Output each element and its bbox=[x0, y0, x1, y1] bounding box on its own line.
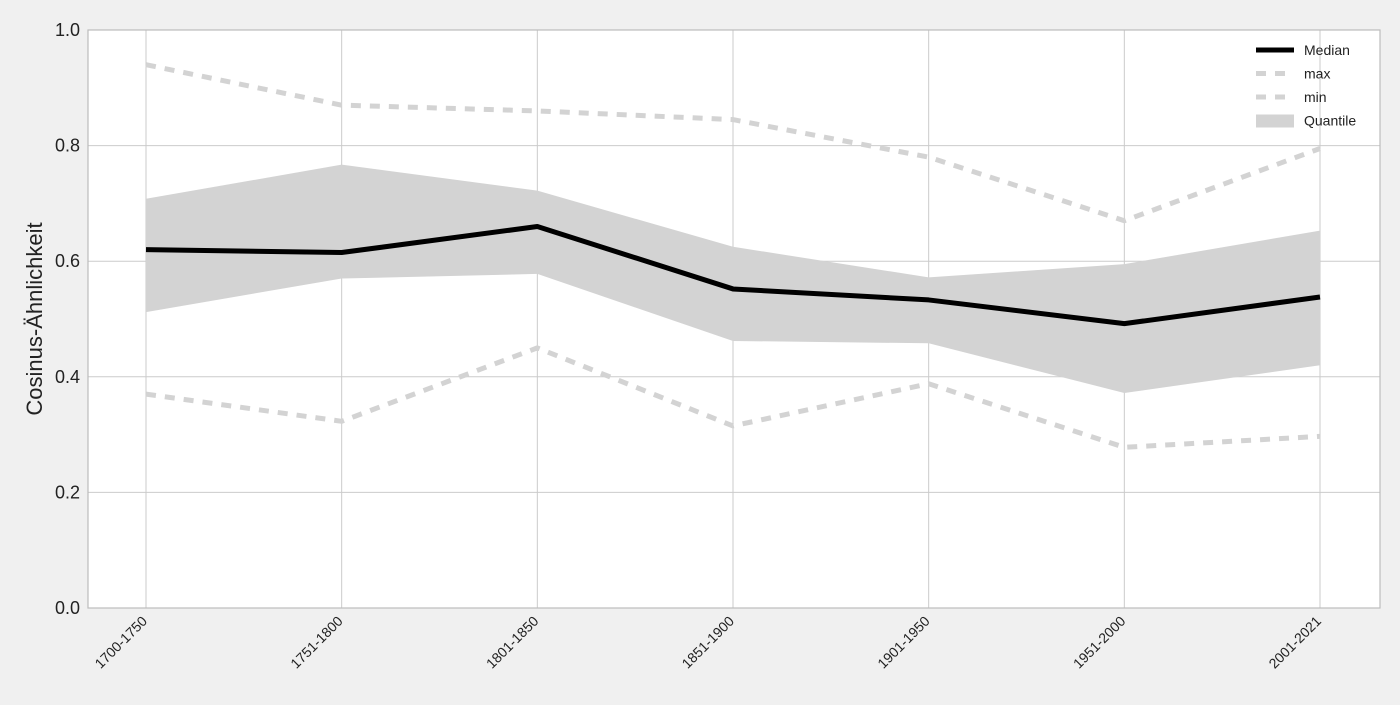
y-tick-label: 0.6 bbox=[55, 251, 80, 271]
x-tick-label: 2001-2021 bbox=[1265, 613, 1324, 672]
series-line-max bbox=[145, 62, 1321, 224]
x-tick-label: 1751-1800 bbox=[287, 613, 346, 672]
x-tick-label: 1801-1850 bbox=[483, 613, 542, 672]
y-tick-label: 0.0 bbox=[55, 598, 80, 618]
y-tick-label: 1.0 bbox=[55, 20, 80, 40]
y-axis-title: Cosinus-Ähnlichkeit bbox=[22, 222, 47, 415]
x-tick-label: 1951-2000 bbox=[1070, 613, 1129, 672]
legend-label: Median bbox=[1304, 42, 1350, 58]
legend-label: min bbox=[1304, 89, 1327, 105]
legend-label: Quantile bbox=[1304, 113, 1356, 129]
legend-swatch-quantile bbox=[1256, 114, 1294, 128]
quantile-band bbox=[146, 164, 1320, 393]
series-line-median bbox=[145, 224, 1321, 327]
x-tick-label: 1901-1950 bbox=[874, 613, 933, 672]
x-tick-label: 1700-1750 bbox=[91, 613, 150, 672]
legend-label: max bbox=[1304, 66, 1330, 82]
series-line-min bbox=[145, 345, 1321, 450]
y-tick-label: 0.8 bbox=[55, 136, 80, 156]
y-tick-label: 0.4 bbox=[55, 367, 80, 387]
x-tick-label: 1851-1900 bbox=[678, 613, 737, 672]
plot-frame bbox=[87, 29, 1381, 609]
y-tick-label: 0.2 bbox=[55, 482, 80, 502]
